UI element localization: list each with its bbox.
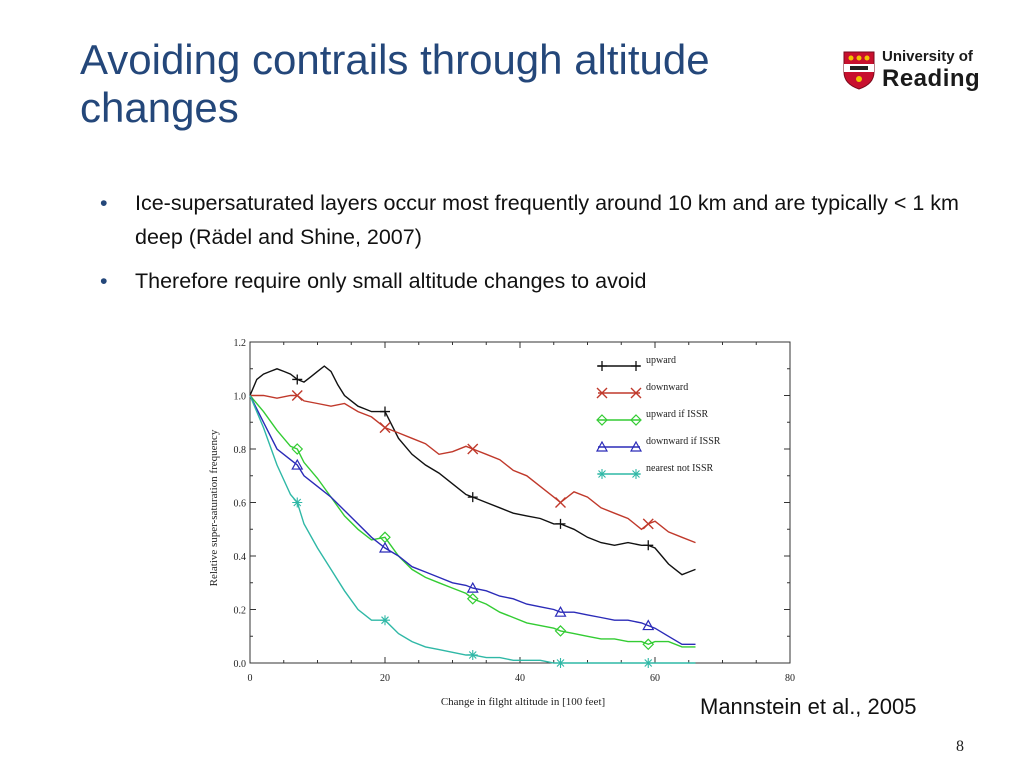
x-tick-label: 20 (380, 673, 390, 684)
data-point-marker (642, 638, 655, 651)
series-line-downward-if-issr (249, 395, 696, 645)
bullet-list: • Ice-supersaturated layers occur most fr… (100, 186, 960, 308)
data-point-marker (555, 658, 566, 668)
y-tick-label: 0.0 (234, 659, 247, 670)
bullet-dot-icon: • (100, 191, 108, 215)
bullet-text: Therefore require only small altitude ch… (135, 269, 647, 293)
data-point-marker (291, 390, 303, 401)
series-line-upward (249, 365, 696, 576)
y-tick-label: 0.8 (234, 445, 247, 456)
x-axis-label: Change in filght altitude in [100 feet] (441, 696, 605, 708)
data-point-marker (291, 443, 304, 455)
logo-line-1: University of (882, 48, 973, 65)
university-logo: University of Reading (842, 48, 982, 94)
line-chart: Relative super-saturation frequency Chan… (208, 338, 795, 708)
y-tick-label: 1.0 (234, 392, 247, 403)
data-point-marker (379, 422, 391, 434)
bullet-item: • Therefore require only small altitude c… (100, 264, 960, 298)
y-tick-label: 1.2 (234, 338, 247, 349)
legend-marker (597, 361, 607, 371)
data-point-marker (292, 374, 303, 385)
data-point-marker (467, 649, 478, 660)
legend-label: upward if ISSR (646, 409, 709, 420)
legend-marker (631, 469, 641, 479)
legend-label: nearest not ISSR (646, 463, 714, 474)
data-point-marker (642, 518, 654, 530)
legend-marker (630, 387, 642, 399)
series-line-downward (250, 394, 696, 544)
legend-label: downward (646, 382, 688, 393)
y-tick-label: 0.6 (234, 499, 247, 510)
legend-marker (595, 440, 609, 452)
legend-marker (630, 414, 642, 426)
slide-title: Avoiding contrails through altitude chan… (80, 36, 710, 131)
data-point-marker (380, 615, 390, 626)
legend-marker (597, 469, 607, 479)
data-point-marker (466, 581, 479, 593)
series-line-upward-if-issr (249, 395, 696, 648)
university-shield-icon (843, 51, 875, 90)
legend-label: downward if ISSR (646, 436, 721, 447)
data-point-marker (467, 443, 479, 455)
bullet-item: • Ice-supersaturated layers occur most fr… (100, 186, 960, 254)
legend-marker (629, 440, 643, 452)
data-point-marker (467, 492, 478, 503)
bullet-dot-icon: • (100, 269, 108, 293)
data-point-marker (555, 497, 566, 508)
x-tick-label: 40 (515, 673, 525, 684)
logo-wordmark: University of Reading (882, 48, 980, 92)
data-point-marker (554, 625, 567, 637)
legend-marker (631, 361, 641, 371)
x-tick-label: 80 (785, 673, 795, 684)
data-point-marker (380, 406, 390, 417)
data-point-marker (378, 541, 392, 553)
y-tick-label: 0.2 (234, 606, 247, 617)
y-tick-label: 0.4 (234, 552, 247, 563)
data-point-marker (292, 497, 303, 508)
logo-line-2: Reading (882, 65, 981, 92)
x-tick-label: 0 (248, 673, 253, 684)
data-point-marker (643, 540, 654, 551)
page-number: 8 (956, 738, 964, 755)
bullet-text: Ice-supersaturated layers occur most fre… (135, 191, 959, 249)
data-point-marker (642, 619, 655, 631)
legend-label: upward (646, 355, 676, 366)
y-axis-label: Relative super-saturation frequency (208, 429, 220, 586)
x-tick-label: 60 (650, 673, 660, 684)
citation: Mannstein et al., 2005 (700, 694, 917, 719)
legend-marker (596, 414, 608, 426)
data-point-marker (466, 592, 479, 605)
data-point-marker (291, 458, 304, 470)
data-point-marker (554, 605, 567, 617)
data-point-marker (555, 518, 566, 529)
plot-frame (249, 341, 791, 664)
data-point-marker (643, 658, 654, 668)
series-line-nearest-not-issr (249, 395, 696, 664)
legend-marker (596, 387, 608, 399)
